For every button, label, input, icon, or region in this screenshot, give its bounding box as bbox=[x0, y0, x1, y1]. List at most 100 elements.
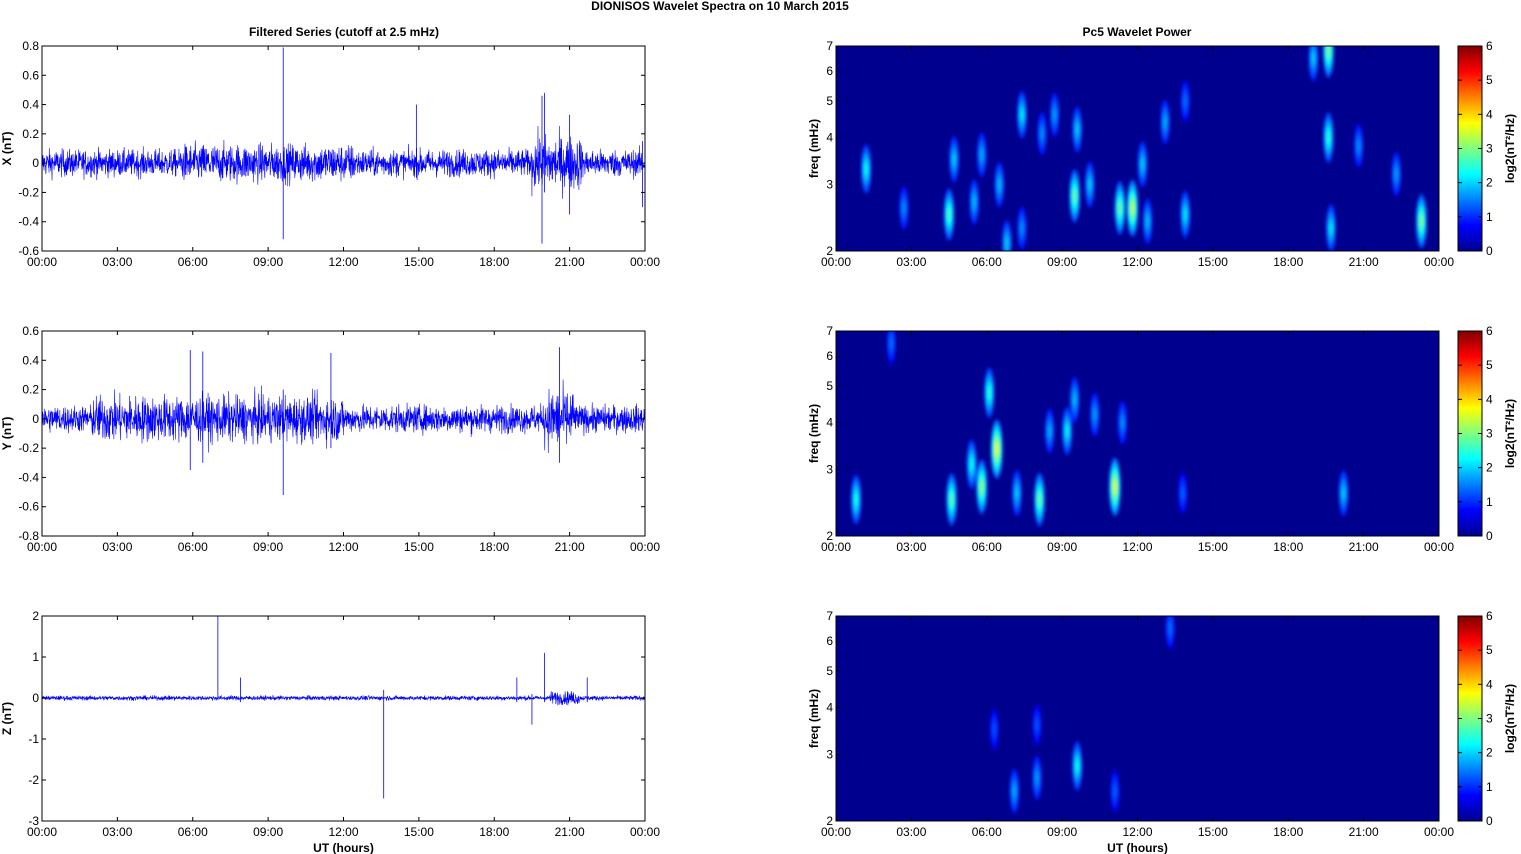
y-tick-label: 0.4 bbox=[22, 353, 39, 367]
wavelet-panel-z: 2 3 4 5 6 7 freq (mHz) 00:00 03:00 06:00 09:00 12:0… bbox=[807, 609, 1517, 854]
colorbar-tick-label: 6 bbox=[1486, 39, 1493, 53]
power-blob bbox=[1011, 469, 1022, 517]
x-tick-label: 00:00 bbox=[27, 540, 57, 554]
x-tick-label: 21:00 bbox=[555, 825, 585, 839]
power-blob bbox=[1069, 169, 1081, 223]
x-tick-label: 21:00 bbox=[555, 255, 585, 269]
power-blob bbox=[1072, 106, 1083, 153]
power-blob bbox=[1160, 99, 1170, 145]
power-blob bbox=[1391, 151, 1402, 197]
power-blob bbox=[1049, 92, 1060, 138]
y-tick-label: 5 bbox=[826, 379, 833, 393]
y-axis-label: freq (mHz) bbox=[807, 119, 821, 178]
x-tick-label: 03:00 bbox=[102, 825, 132, 839]
power-blob bbox=[1033, 472, 1046, 527]
x-tick-label: 03:00 bbox=[102, 540, 132, 554]
x-tick-label: 15:00 bbox=[1198, 825, 1228, 839]
y-tick-label: -0.8 bbox=[18, 529, 39, 543]
y-tick-label: 2 bbox=[826, 529, 833, 543]
power-blob bbox=[983, 367, 995, 419]
y-tick-label: 0 bbox=[32, 156, 39, 170]
power-blob bbox=[1001, 219, 1012, 251]
x-tick-label: 12:00 bbox=[328, 825, 358, 839]
x-tick-label: 18:00 bbox=[479, 540, 509, 554]
power-blob bbox=[1322, 46, 1335, 78]
x-tick-label: 06:00 bbox=[972, 825, 1002, 839]
y-tick-label: 2 bbox=[32, 609, 39, 623]
x-tick-label: 00:00 bbox=[630, 540, 660, 554]
x-tick-label: 12:00 bbox=[328, 255, 358, 269]
x-tick-label: 15:00 bbox=[404, 255, 434, 269]
power-blob bbox=[1338, 469, 1349, 517]
colorbar-tick-label: 6 bbox=[1486, 609, 1493, 623]
y-tick-label: 0.4 bbox=[22, 98, 39, 112]
colorbar-tick-label: 3 bbox=[1486, 427, 1493, 441]
y-tick-label: 3 bbox=[826, 463, 833, 477]
x-tick-label: 00:00 bbox=[1424, 255, 1454, 269]
y-tick-label: 0.2 bbox=[22, 383, 39, 397]
x-tick-label: 06:00 bbox=[178, 825, 208, 839]
x-tick-label: 18:00 bbox=[479, 825, 509, 839]
power-blob bbox=[1017, 206, 1027, 251]
y-tick-label: 5 bbox=[826, 664, 833, 678]
y-tick-label: 2 bbox=[826, 244, 833, 258]
power-blob bbox=[1009, 768, 1020, 814]
y-tick-label: 0.8 bbox=[22, 39, 39, 53]
x-tick-label: 18:00 bbox=[1273, 825, 1303, 839]
y-tick-label: 7 bbox=[826, 39, 833, 53]
y-tick-label: 0 bbox=[32, 412, 39, 426]
power-blob bbox=[1072, 741, 1083, 791]
y-tick-label: 6 bbox=[826, 64, 833, 78]
timeseries-panel-y: -0.8 -0.6 -0.4 -0.2 0 0.2 0.4 0.6 Y (nT) 00:00 03:… bbox=[0, 324, 660, 554]
power-blob bbox=[1126, 179, 1139, 237]
x-tick-label: 21:00 bbox=[1349, 255, 1379, 269]
x-tick-label: 06:00 bbox=[178, 540, 208, 554]
colorbar: 0 1 2 3 4 5 6 log2(nT²/Hz) bbox=[1457, 324, 1517, 543]
power-blob bbox=[1137, 140, 1148, 188]
colorbar-tick-label: 2 bbox=[1486, 746, 1493, 760]
power-blob bbox=[976, 132, 987, 178]
x-tick-label: 03:00 bbox=[896, 255, 926, 269]
colorbar: 0 1 2 3 4 5 6 log2(nT²/Hz) bbox=[1457, 609, 1517, 828]
y-tick-label: -0.6 bbox=[18, 244, 39, 258]
x-tick-label: 00:00 bbox=[1424, 825, 1454, 839]
spectrogram-background bbox=[836, 331, 1439, 536]
y-tick-label: -1 bbox=[28, 732, 39, 746]
y-tick-label: 7 bbox=[826, 609, 833, 623]
colorbar-tick-label: 0 bbox=[1486, 529, 1493, 543]
colorbar-label: log2(nT²/Hz) bbox=[1503, 114, 1517, 183]
y-tick-label: 2 bbox=[826, 814, 833, 828]
power-blob bbox=[1142, 198, 1153, 245]
timeseries-panel-x: -0.6 -0.4 -0.2 0 0.2 0.4 0.6 0.8 X (nT) 00:00 03:0… bbox=[0, 39, 660, 269]
power-blob bbox=[860, 144, 872, 194]
y-tick-label: 0 bbox=[32, 691, 39, 705]
x-tick-label: 09:00 bbox=[253, 825, 283, 839]
power-blob bbox=[1117, 400, 1128, 445]
x-tick-label: 12:00 bbox=[328, 540, 358, 554]
x-tick-label: 18:00 bbox=[1273, 540, 1303, 554]
x-tick-label: 12:00 bbox=[1122, 540, 1152, 554]
x-tick-label: 03:00 bbox=[896, 540, 926, 554]
left-x-axis-label: UT (hours) bbox=[313, 841, 374, 854]
colorbar-tick-label: 2 bbox=[1486, 461, 1493, 475]
colorbar-tick-label: 1 bbox=[1486, 780, 1493, 794]
y-axis-label: X (nT) bbox=[0, 132, 14, 166]
series-trace-y bbox=[41, 379, 646, 454]
colorbar-tick-label: 4 bbox=[1486, 107, 1493, 121]
colorbar-tick-label: 1 bbox=[1486, 495, 1493, 509]
colorbar-label: log2(nT²/Hz) bbox=[1503, 399, 1517, 468]
x-tick-label: 09:00 bbox=[1047, 540, 1077, 554]
power-blob bbox=[1062, 406, 1073, 456]
y-axis-label: Z (nT) bbox=[0, 702, 14, 735]
x-tick-label: 00:00 bbox=[630, 255, 660, 269]
y-tick-label: -0.2 bbox=[18, 185, 39, 199]
x-tick-label: 00:00 bbox=[821, 255, 851, 269]
x-tick-label: 15:00 bbox=[1198, 540, 1228, 554]
power-blob bbox=[1353, 123, 1364, 168]
power-blob bbox=[1165, 616, 1175, 650]
wavelet-panel-y: 2 3 4 5 6 7 freq (mHz) 00:00 03:00 06:00 09:00 12:0… bbox=[807, 324, 1517, 554]
x-tick-label: 00:00 bbox=[27, 825, 57, 839]
y-tick-label: -0.6 bbox=[18, 500, 39, 514]
y-tick-label: 4 bbox=[826, 701, 833, 715]
colorbar-tick-label: 3 bbox=[1486, 712, 1493, 726]
